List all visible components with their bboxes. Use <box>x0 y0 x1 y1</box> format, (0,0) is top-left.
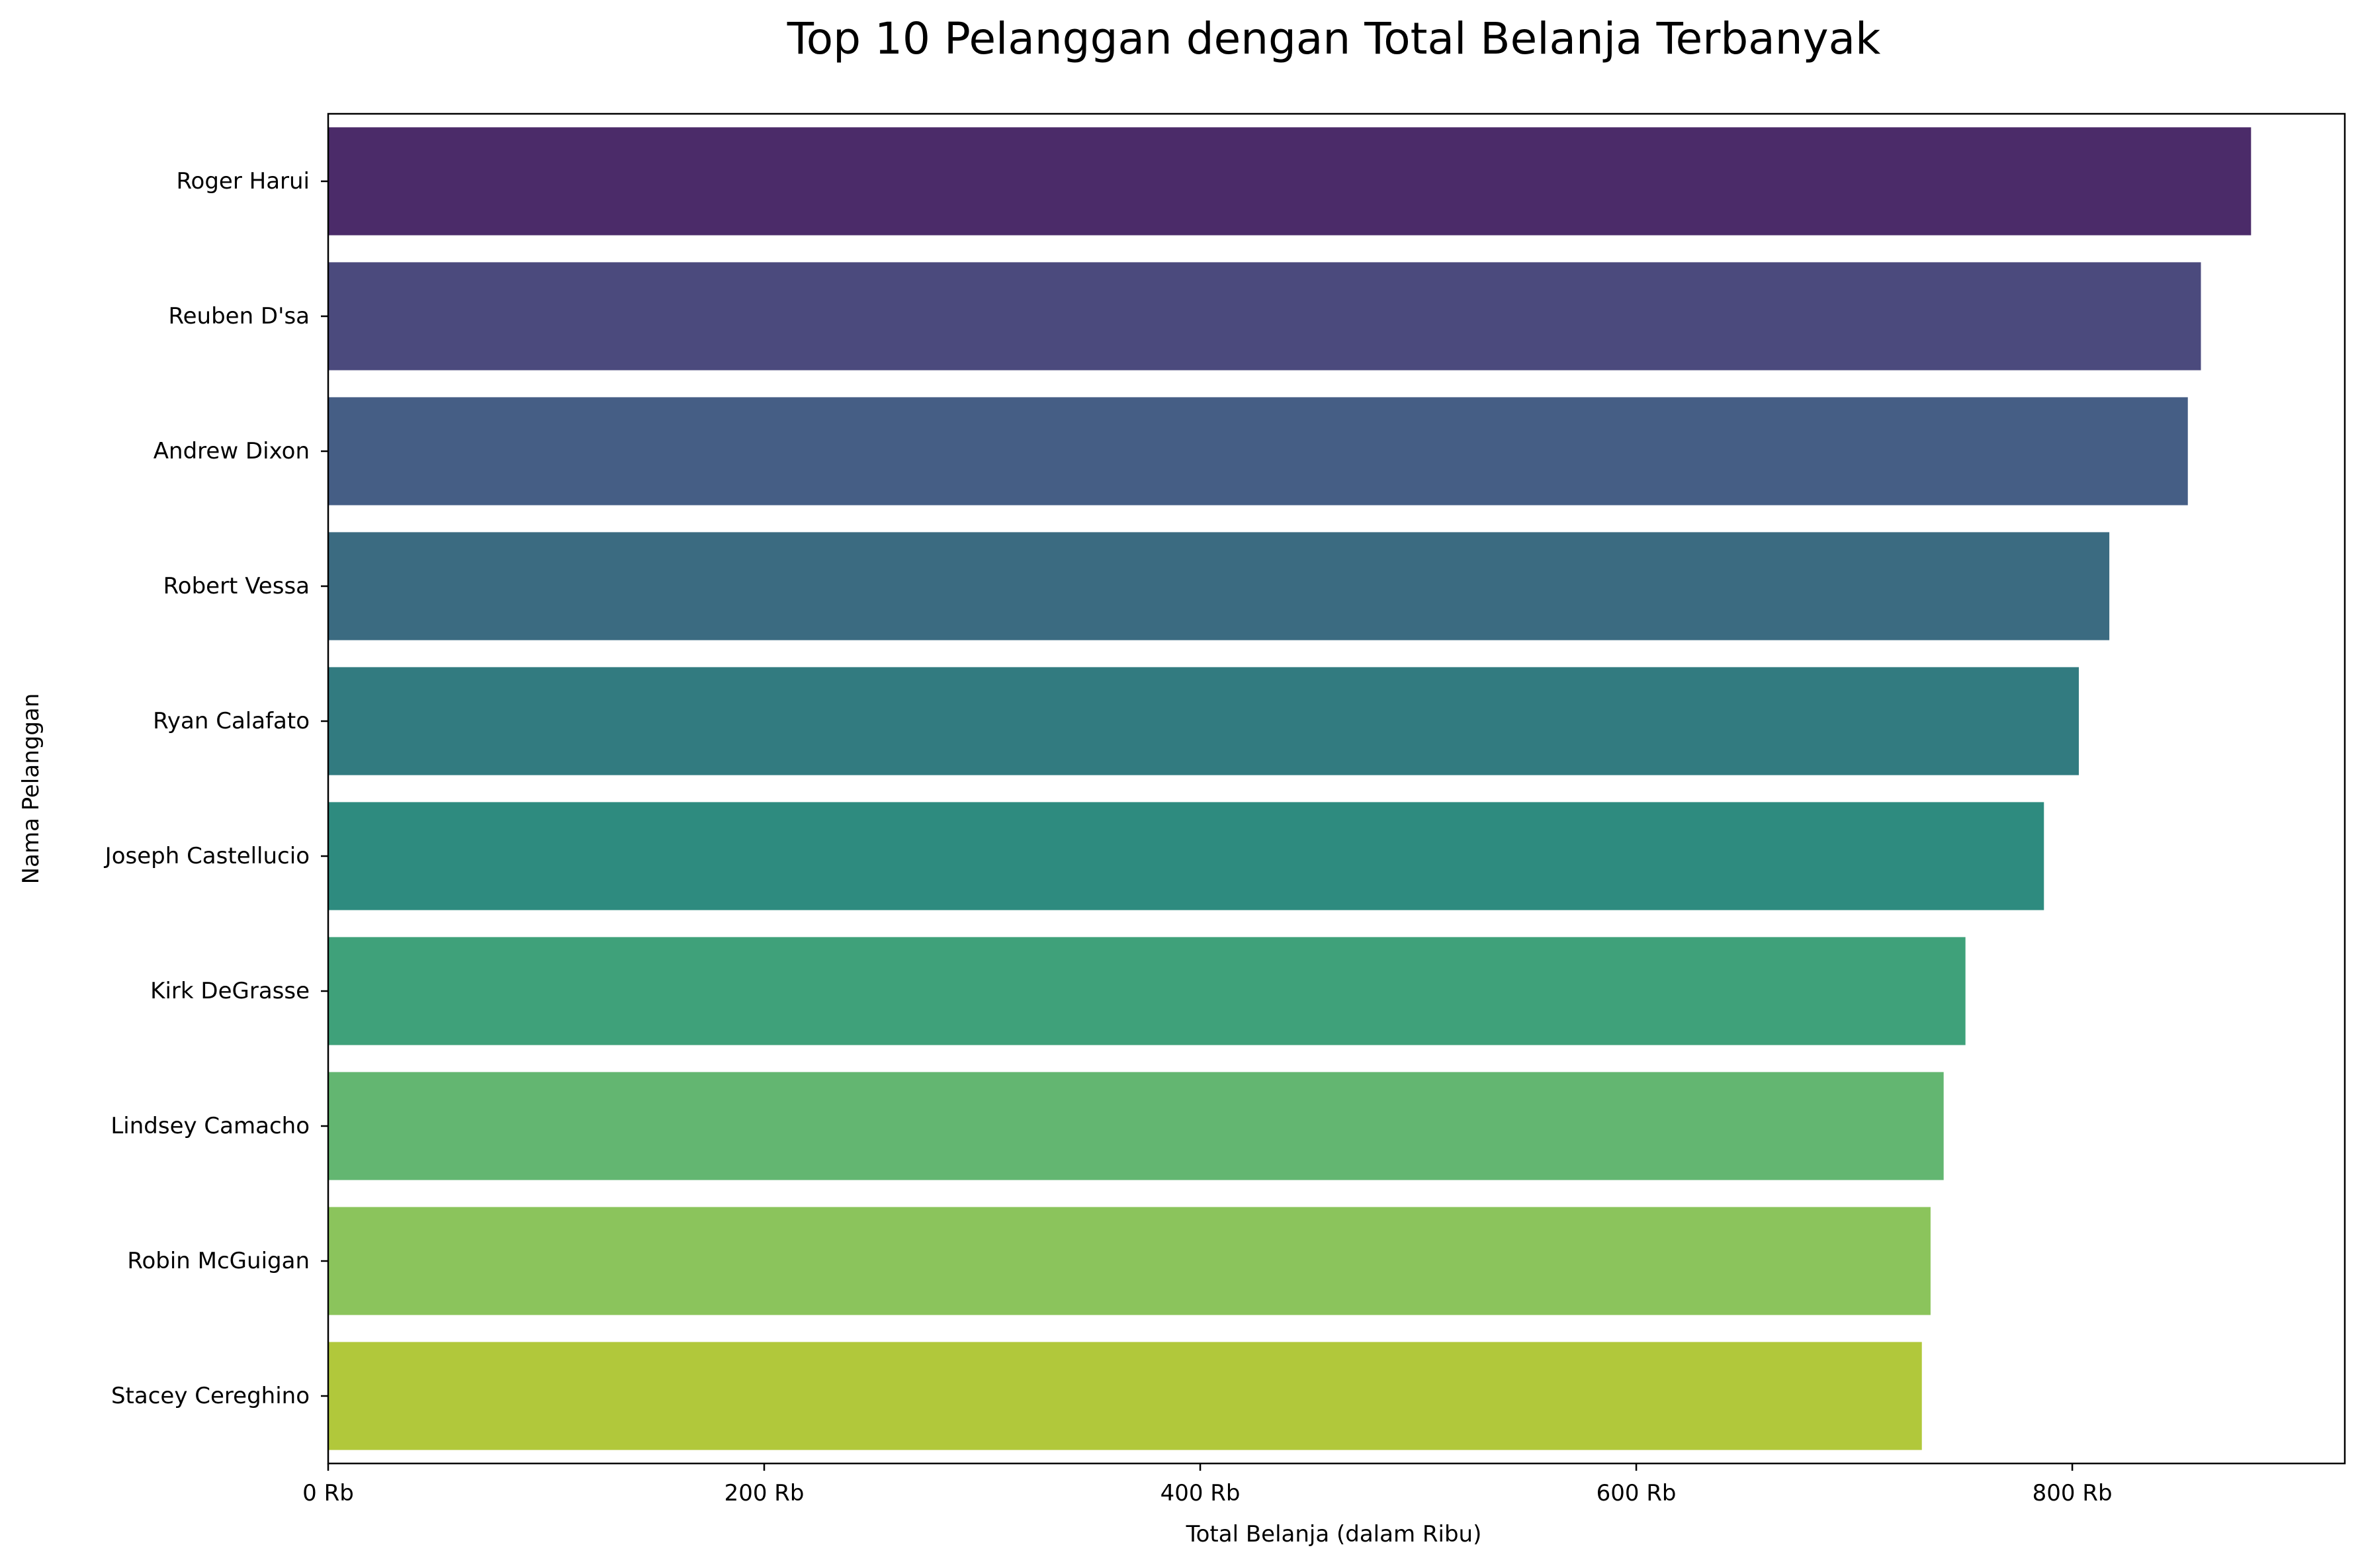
bar-2 <box>328 262 2201 370</box>
x-tick-label: 200 Rb <box>724 1480 805 1506</box>
y-tick-label: Lindsey Camacho <box>110 1113 310 1139</box>
bar-1 <box>328 127 2252 236</box>
x-axis-label: Total Belanja (dalam Ribu) <box>1186 1521 1482 1547</box>
axes-frame <box>327 112 2346 1465</box>
bar-5 <box>328 667 2079 775</box>
y-tick-label: Kirk DeGrasse <box>150 978 310 1004</box>
x-tick-label: 0 Rb <box>302 1480 354 1506</box>
y-tick-label: Joseph Castellucio <box>104 843 310 869</box>
y-tick-label: Ryan Calafato <box>153 708 310 734</box>
bar-3 <box>328 397 2188 505</box>
bar-7 <box>328 937 1966 1045</box>
bar-10 <box>328 1342 1922 1450</box>
bars-group <box>328 127 2252 1450</box>
x-tick-label: 800 Rb <box>2033 1480 2113 1506</box>
bar-8 <box>328 1072 1944 1180</box>
x-tick-label: 400 Rb <box>1160 1480 1241 1506</box>
chart-title: Top 10 Pelanggan dengan Total Belanja Te… <box>787 13 1881 64</box>
bar-6 <box>328 802 2044 910</box>
y-axis-label: Nama Pelanggan <box>18 693 44 885</box>
bar-9 <box>328 1207 1931 1315</box>
y-axis: Roger Harui Reuben D'sa Andrew Dixon Robert… <box>104 168 328 1409</box>
x-axis: 0 Rb 200 Rb 400 Rb 600 Rb 800 Rb <box>302 1463 2113 1506</box>
y-tick-label: Stacey Cereghino <box>111 1383 310 1409</box>
bar-4 <box>328 532 2110 640</box>
y-tick-label: Robin McGuigan <box>127 1248 310 1274</box>
y-tick-label: Andrew Dixon <box>153 438 310 464</box>
y-tick-label: Reuben D'sa <box>169 303 310 329</box>
x-tick-label: 600 Rb <box>1597 1480 1677 1506</box>
y-tick-label: Robert Vessa <box>163 573 310 599</box>
y-tick-label: Roger Harui <box>176 168 310 195</box>
